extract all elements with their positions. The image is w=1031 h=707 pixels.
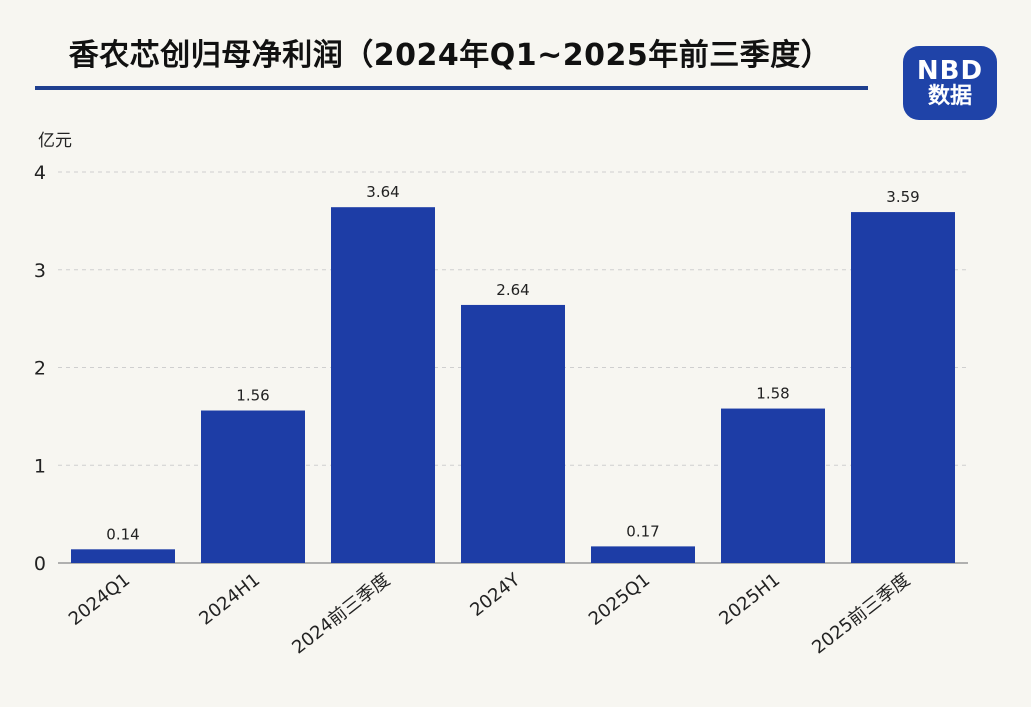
logo-text-data: 数据 — [927, 84, 972, 110]
data-labels: 0.14 1.56 3.64 2.64 0.17 1.58 3.59 — [106, 183, 919, 543]
bar-2024前三季度 — [331, 207, 435, 563]
bars — [71, 207, 955, 563]
bar-2025Q1 — [591, 546, 695, 563]
x-tick-label: 2025H1 — [715, 569, 784, 629]
data-label: 3.59 — [886, 188, 919, 206]
data-label: 0.14 — [106, 525, 139, 543]
data-label: 2.64 — [496, 281, 529, 299]
x-tick-label: 2024H1 — [195, 569, 264, 629]
y-tick-label: 0 — [34, 553, 46, 575]
nbd-logo: NBD 数据 — [903, 46, 997, 120]
data-label: 3.64 — [366, 183, 399, 201]
y-tick-label: 3 — [34, 260, 46, 282]
y-axis-ticks: 0 1 2 3 4 — [34, 162, 46, 575]
bar-2025前三季度 — [851, 212, 955, 563]
x-axis-ticks: 2024Q1 2024H1 2024前三季度 2024Y 2025Q1 2025H1 202… — [65, 569, 914, 659]
title-underline — [35, 86, 868, 90]
bar-2024H1 — [201, 410, 305, 563]
y-tick-label: 4 — [34, 162, 46, 184]
data-label: 1.56 — [236, 387, 269, 405]
x-tick-label: 2025前三季度 — [808, 569, 914, 658]
bar-2025H1 — [721, 408, 825, 563]
y-tick-label: 1 — [34, 455, 46, 477]
y-axis-unit-label: 亿元 — [38, 131, 72, 151]
y-tick-label: 2 — [34, 358, 46, 380]
bar-2024Q1 — [71, 549, 175, 563]
chart-title: 香农芯创归母净利润（2024年Q1~2025年前三季度） — [68, 38, 832, 73]
x-tick-label: 2024Q1 — [65, 569, 134, 630]
x-tick-label: 2025Q1 — [585, 569, 654, 630]
x-tick-label: 2024前三季度 — [288, 569, 394, 658]
logo-text-nbd: NBD — [916, 55, 984, 86]
data-label: 0.17 — [626, 522, 659, 540]
data-label: 1.58 — [756, 385, 789, 403]
x-tick-label: 2024Y — [466, 569, 524, 621]
bar-2024Y — [461, 304, 565, 563]
